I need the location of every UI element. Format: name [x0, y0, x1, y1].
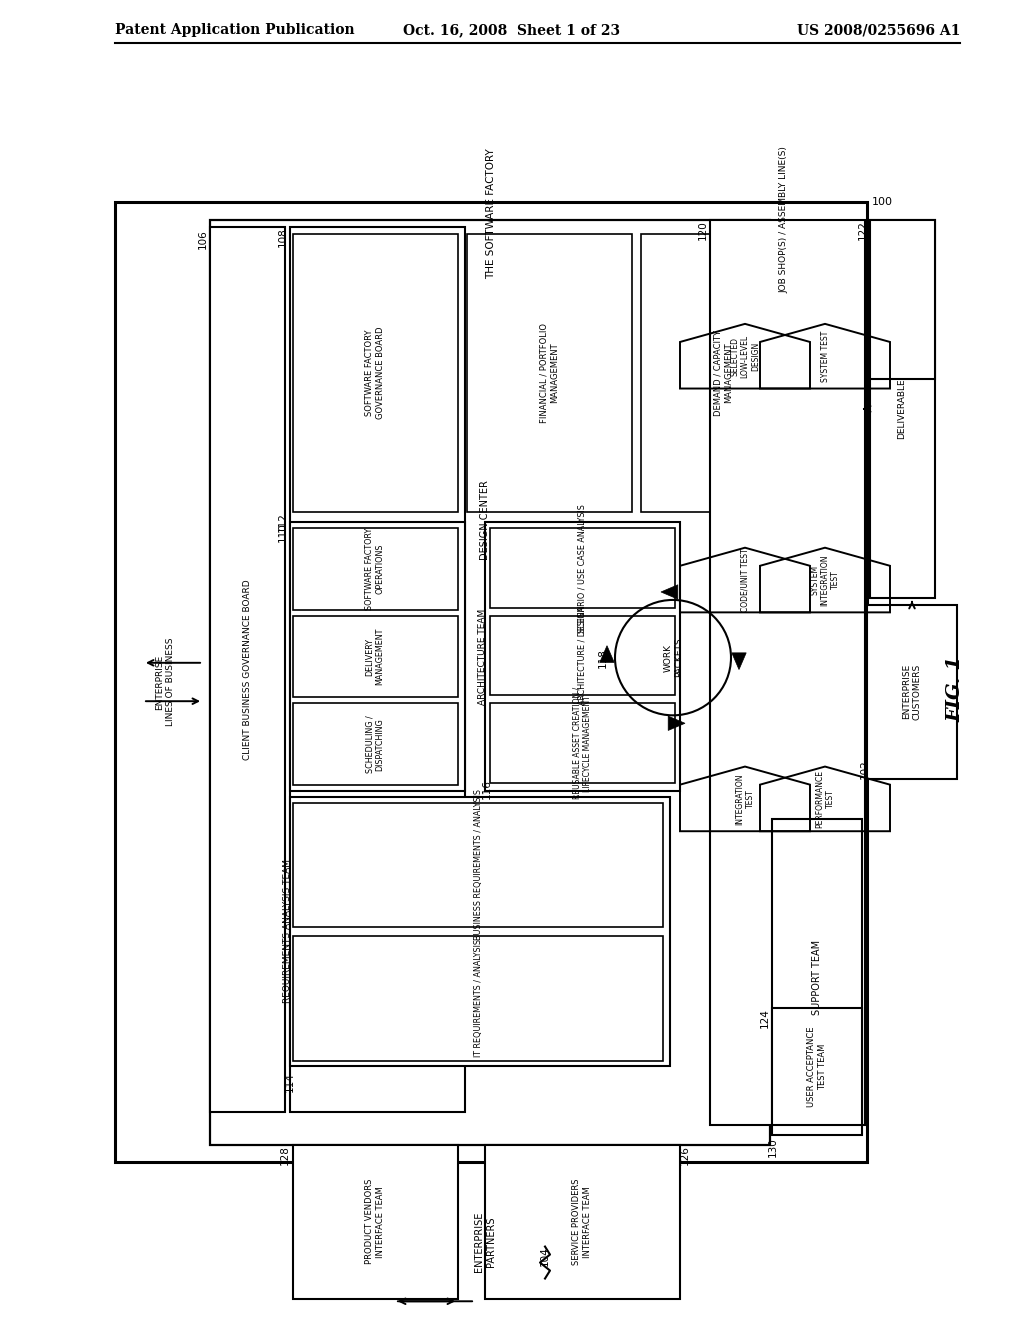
Bar: [115, 202, 867, 1162]
Bar: [485, 1144, 680, 1299]
Text: ENTERPRISE
LINES OF BUSINESS: ENTERPRISE LINES OF BUSINESS: [156, 638, 175, 726]
Text: 106: 106: [198, 228, 208, 248]
Bar: [290, 227, 465, 1113]
Text: 128: 128: [280, 1144, 290, 1166]
Text: WORK
PACKETS: WORK PACKETS: [664, 638, 683, 677]
Text: SERVICE PROVIDERS
INTERFACE TEAM: SERVICE PROVIDERS INTERFACE TEAM: [572, 1179, 592, 1265]
Text: SELECTED
LOW-LEVEL
DESIGN: SELECTED LOW-LEVEL DESIGN: [730, 335, 760, 378]
Bar: [290, 523, 465, 791]
Bar: [772, 1007, 862, 1125]
Text: DEMAND / CAPACITY
MANAGEMENT: DEMAND / CAPACITY MANAGEMENT: [714, 330, 733, 416]
Text: 124: 124: [760, 1007, 770, 1028]
Text: SCENARIO / USE CASE ANALYSIS: SCENARIO / USE CASE ANALYSIS: [578, 504, 587, 632]
Text: 122: 122: [858, 220, 868, 240]
Bar: [467, 234, 632, 512]
Text: ARCHITECTURE / DESIGN: ARCHITECTURE / DESIGN: [578, 606, 587, 705]
Text: Oct. 16, 2008  Sheet 1 of 23: Oct. 16, 2008 Sheet 1 of 23: [403, 22, 621, 37]
Bar: [293, 803, 663, 927]
Polygon shape: [662, 585, 678, 599]
Text: FINANCIAL / PORTFOLIO
MANAGEMENT: FINANCIAL / PORTFOLIO MANAGEMENT: [540, 323, 559, 424]
Bar: [290, 797, 670, 1065]
Text: SCHEDULING /
DISPATCHING: SCHEDULING / DISPATCHING: [366, 715, 385, 774]
Polygon shape: [732, 653, 746, 669]
Bar: [293, 528, 458, 610]
Bar: [710, 220, 865, 1125]
Bar: [485, 523, 680, 791]
Text: 130: 130: [768, 1137, 778, 1156]
Text: 118: 118: [598, 648, 608, 668]
Text: SYSTEM
INTEGRATION
TEST: SYSTEM INTEGRATION TEST: [810, 554, 840, 606]
Text: ARCHITECTURE TEAM: ARCHITECTURE TEAM: [478, 609, 487, 705]
Text: CLIENT BUSINESS GOVERNANCE BOARD: CLIENT BUSINESS GOVERNANCE BOARD: [243, 579, 252, 760]
Bar: [210, 227, 285, 1113]
Text: DESIGN CENTER: DESIGN CENTER: [480, 480, 490, 560]
Text: JOB SHOP(S) / ASSEMBLY LINE(S): JOB SHOP(S) / ASSEMBLY LINE(S): [779, 147, 788, 293]
Bar: [293, 936, 663, 1060]
Text: CODE/UNIT TEST: CODE/UNIT TEST: [740, 548, 750, 612]
Text: REUSABLE ASSET CREATION /
LIFECYCLE MANAGEMENT: REUSABLE ASSET CREATION / LIFECYCLE MANA…: [572, 686, 592, 800]
Text: SUPPORT TEAM: SUPPORT TEAM: [812, 940, 822, 1015]
Text: ENTERPRISE
CUSTOMERS: ENTERPRISE CUSTOMERS: [902, 664, 922, 719]
Bar: [490, 616, 675, 696]
Text: 102: 102: [860, 759, 870, 779]
Text: 108: 108: [278, 227, 288, 247]
Text: DELIVERABLE: DELIVERABLE: [897, 379, 906, 440]
Text: PERFORMANCE
TEST: PERFORMANCE TEST: [815, 770, 835, 828]
Text: FIG. 1: FIG. 1: [946, 656, 964, 722]
Text: 126: 126: [680, 1144, 690, 1166]
Text: USER ACCEPTANCE
TEST TEAM: USER ACCEPTANCE TEST TEAM: [807, 1026, 826, 1106]
Polygon shape: [600, 645, 614, 663]
Bar: [293, 1144, 458, 1299]
Text: 112: 112: [278, 512, 288, 532]
Bar: [772, 818, 862, 1135]
Text: SOFTWARE FACTORY
OPERATIONS: SOFTWARE FACTORY OPERATIONS: [366, 528, 385, 610]
Text: 100: 100: [872, 197, 893, 207]
Text: 110: 110: [278, 523, 288, 543]
Text: SYSTEM TEST: SYSTEM TEST: [820, 330, 829, 381]
Bar: [490, 528, 675, 609]
Text: THE SOFTWARE FACTORY: THE SOFTWARE FACTORY: [486, 149, 496, 280]
Text: 114: 114: [285, 1072, 295, 1093]
Text: BUSINESS REQUIREMENTS / ANALYSIS: BUSINESS REQUIREMENTS / ANALYSIS: [473, 789, 482, 940]
Polygon shape: [669, 717, 685, 730]
Text: 116: 116: [482, 779, 492, 799]
Bar: [490, 704, 675, 783]
Text: SOFTWARE FACTORY
GOVERNANCE BOARD: SOFTWARE FACTORY GOVERNANCE BOARD: [366, 327, 385, 420]
Text: DELIVERY
MANAGEMENT: DELIVERY MANAGEMENT: [366, 628, 385, 685]
Bar: [867, 605, 957, 779]
Text: US 2008/0255696 A1: US 2008/0255696 A1: [797, 22, 961, 37]
Bar: [870, 220, 935, 598]
Text: PRODUCT VENDORS
INTERFACE TEAM: PRODUCT VENDORS INTERFACE TEAM: [366, 1179, 385, 1265]
Bar: [293, 704, 458, 785]
Bar: [210, 220, 770, 1144]
Bar: [870, 220, 935, 379]
Text: REQUIREMENTS ANALYSIS TEAM: REQUIREMENTS ANALYSIS TEAM: [283, 859, 292, 1003]
Text: 104: 104: [540, 1246, 550, 1266]
Text: IT REQUIREMENTS / ANALYSIS: IT REQUIREMENTS / ANALYSIS: [473, 939, 482, 1057]
Text: INTEGRATION
TEST: INTEGRATION TEST: [735, 774, 755, 825]
Text: ENTERPRISE
PARTNERS: ENTERPRISE PARTNERS: [474, 1212, 496, 1271]
Bar: [293, 234, 458, 512]
Text: 120: 120: [698, 220, 708, 240]
Bar: [641, 234, 806, 512]
Text: Patent Application Publication: Patent Application Publication: [115, 22, 354, 37]
Bar: [293, 616, 458, 697]
